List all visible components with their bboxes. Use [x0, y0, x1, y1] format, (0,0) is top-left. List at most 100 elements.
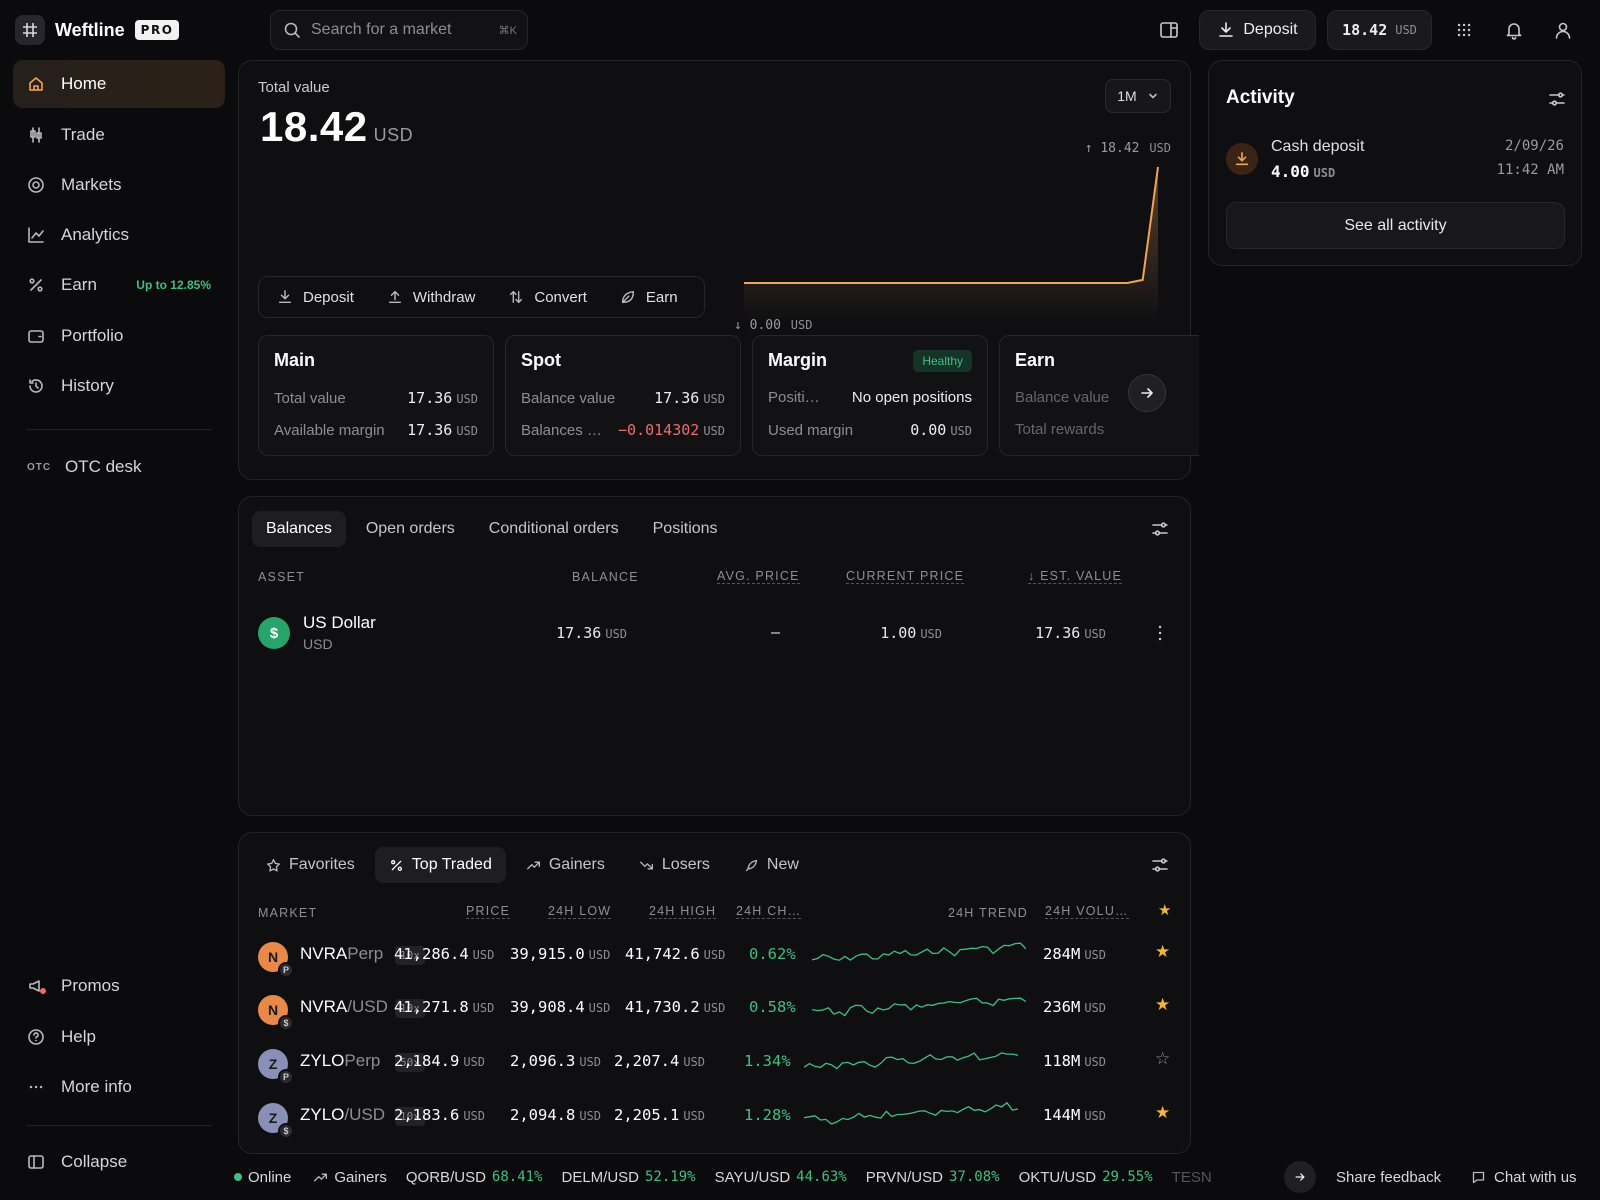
leverage-badge: 10x: [395, 946, 425, 965]
sidebar-item-more-info[interactable]: More info: [13, 1063, 225, 1111]
see-all-activity-button[interactable]: See all activity: [1226, 202, 1565, 249]
col-24h-change[interactable]: 24H CH…: [736, 904, 802, 919]
sidebar-item-trade[interactable]: Trade: [13, 111, 225, 159]
tab-positions[interactable]: Positions: [652, 520, 718, 537]
kebab-menu-icon[interactable]: [1153, 621, 1167, 645]
favorites-star-icon[interactable]: ★: [1158, 902, 1172, 919]
col-24h-trend: 24H TREND: [948, 906, 1029, 920]
search-placeholder: Search for a market: [311, 21, 452, 38]
ticker-next-button[interactable]: [1284, 1161, 1316, 1193]
market-name: NVRAPerp: [300, 944, 384, 963]
account-card-main[interactable]: Main Total value 17.36 USD Available margi…: [258, 335, 494, 456]
action-withdraw[interactable]: Withdraw: [387, 289, 475, 306]
col-avg-price[interactable]: AVG. PRICE: [717, 569, 800, 584]
col-price[interactable]: PRICE: [466, 904, 511, 919]
sidebar-item-otc-desk[interactable]: OTC OTC desk: [13, 443, 225, 491]
leaf-icon: [620, 289, 636, 305]
ticker-item[interactable]: SAYU/USD 44.63%: [715, 1169, 847, 1186]
sliders-icon[interactable]: [1545, 87, 1569, 111]
bell-icon[interactable]: [1502, 18, 1526, 42]
swap-icon: [508, 289, 524, 305]
star-filled-icon[interactable]: ★: [1155, 942, 1171, 961]
tab-gainers[interactable]: Gainers: [512, 847, 619, 883]
sidebar-item-label: More info: [61, 1077, 132, 1096]
balance-button[interactable]: 18.42 USD: [1327, 10, 1432, 50]
sidebar-item-analytics[interactable]: Analytics: [13, 211, 225, 259]
sidebar-item-history[interactable]: History: [13, 362, 225, 410]
sliders-icon[interactable]: [1148, 517, 1172, 541]
sparkline-path: [812, 997, 1026, 1017]
sidebar-item-help[interactable]: Help: [13, 1013, 225, 1061]
star-filled-icon[interactable]: ★: [1155, 1103, 1171, 1122]
market-type-icon: P: [278, 1069, 294, 1085]
ticker-item[interactable]: QORB/USD 68.41%: [406, 1169, 543, 1186]
current-price-unit: USD: [920, 627, 942, 641]
star-icon: [266, 858, 281, 873]
tab-balances[interactable]: Balances: [252, 511, 346, 547]
user-icon[interactable]: [1551, 18, 1575, 42]
action-label: Earn: [645, 288, 678, 306]
megaphone-icon: [27, 977, 46, 995]
tab-label: New: [766, 856, 799, 873]
sliders-icon[interactable]: [1148, 853, 1172, 877]
margin-health-badge: Healthy: [913, 350, 972, 372]
col-current-price[interactable]: CURRENT PRICE: [846, 569, 965, 584]
deposit-label: Deposit: [1243, 21, 1298, 38]
col-24h-high[interactable]: 24H HIGH: [649, 904, 717, 919]
brand[interactable]: Weftline PRO: [15, 15, 180, 45]
ticker-item[interactable]: OKTU/USD 29.55%: [1019, 1169, 1153, 1186]
layout-panel-icon[interactable]: [1157, 18, 1181, 42]
deposit-button[interactable]: Deposit: [1199, 10, 1316, 50]
brand-name: Weftline: [55, 19, 125, 40]
upload-icon: [387, 289, 403, 305]
accounts-next-button[interactable]: [1128, 374, 1166, 412]
tab-losers[interactable]: Losers: [625, 847, 724, 883]
market-suffix: /USD: [344, 1105, 386, 1124]
share-feedback-link[interactable]: Share feedback: [1336, 1168, 1442, 1186]
sidebar-divider: [26, 429, 212, 430]
account-card-spot[interactable]: Spot Balance value 17.36 USD Balances … −0.…: [505, 335, 741, 456]
col-balance[interactable]: BALANCE: [572, 570, 639, 584]
market-price: 2,184.9 USD: [394, 1052, 486, 1070]
action-convert[interactable]: Convert: [508, 289, 587, 306]
account-card-margin[interactable]: Margin Healthy Positi… No open positions …: [752, 335, 988, 456]
ticker-item[interactable]: TESN: [1172, 1169, 1212, 1186]
collapse-button[interactable]: Collapse: [13, 1140, 225, 1184]
col-est-value[interactable]: ↓ EST. VALUE: [1028, 569, 1123, 584]
sidebar-item-home[interactable]: Home: [13, 60, 225, 108]
chat-with-us-link[interactable]: Chat with us: [1471, 1169, 1577, 1186]
apps-grid-icon[interactable]: [1452, 18, 1476, 42]
tab-open-orders[interactable]: Open orders: [365, 520, 455, 537]
star-outline-icon[interactable]: ☆: [1155, 1049, 1171, 1068]
tab-new[interactable]: New: [730, 847, 813, 883]
search-input[interactable]: Search for a market ⌘K: [270, 10, 528, 50]
chat-label: Chat with us: [1494, 1168, 1577, 1186]
tab-conditional-orders[interactable]: Conditional orders: [488, 520, 619, 537]
sidebar-item-earn[interactable]: Earn Up to 12.85%: [13, 261, 225, 309]
trending-up-icon: [313, 1170, 328, 1185]
action-deposit[interactable]: Deposit: [277, 289, 354, 306]
tab-top-traded[interactable]: Top Traded: [374, 847, 506, 883]
sidebar-item-markets[interactable]: Markets: [13, 161, 225, 209]
activity-time: 11:42 AM: [1496, 162, 1564, 178]
range-select[interactable]: 1M: [1105, 79, 1171, 113]
star-filled-icon[interactable]: ★: [1155, 995, 1171, 1014]
sidebar-item-portfolio[interactable]: Portfolio: [13, 312, 225, 360]
ticker-item[interactable]: PRVN/USD 37.08%: [866, 1169, 1000, 1186]
account-title: Margin: [768, 350, 828, 370]
action-earn[interactable]: Earn: [620, 289, 678, 306]
sidebar-item-label: Help: [61, 1027, 96, 1046]
ticker-item[interactable]: DELM/USD 52.19%: [561, 1169, 695, 1186]
leverage-badge: 10x: [395, 999, 425, 1018]
account-card-earn[interactable]: Earn Balance value Total rewards: [999, 335, 1199, 456]
col-24h-low[interactable]: 24H LOW: [548, 904, 612, 919]
market-24h-low: 39,908.4 USD: [510, 998, 611, 1016]
tab-favorites[interactable]: Favorites: [252, 847, 369, 883]
gainers-ticker-label[interactable]: Gainers: [313, 1169, 387, 1186]
balances-tabs: Balances Open orders Conditional orders …: [252, 511, 732, 547]
chat-bubble-icon: [1471, 1170, 1486, 1185]
sidebar-item-promos[interactable]: Promos: [13, 962, 225, 1010]
col-est-value-label: EST. VALUE: [1040, 569, 1123, 583]
col-24h-volume[interactable]: 24H VOLU…: [1045, 904, 1129, 919]
more-icon: [27, 1078, 45, 1096]
